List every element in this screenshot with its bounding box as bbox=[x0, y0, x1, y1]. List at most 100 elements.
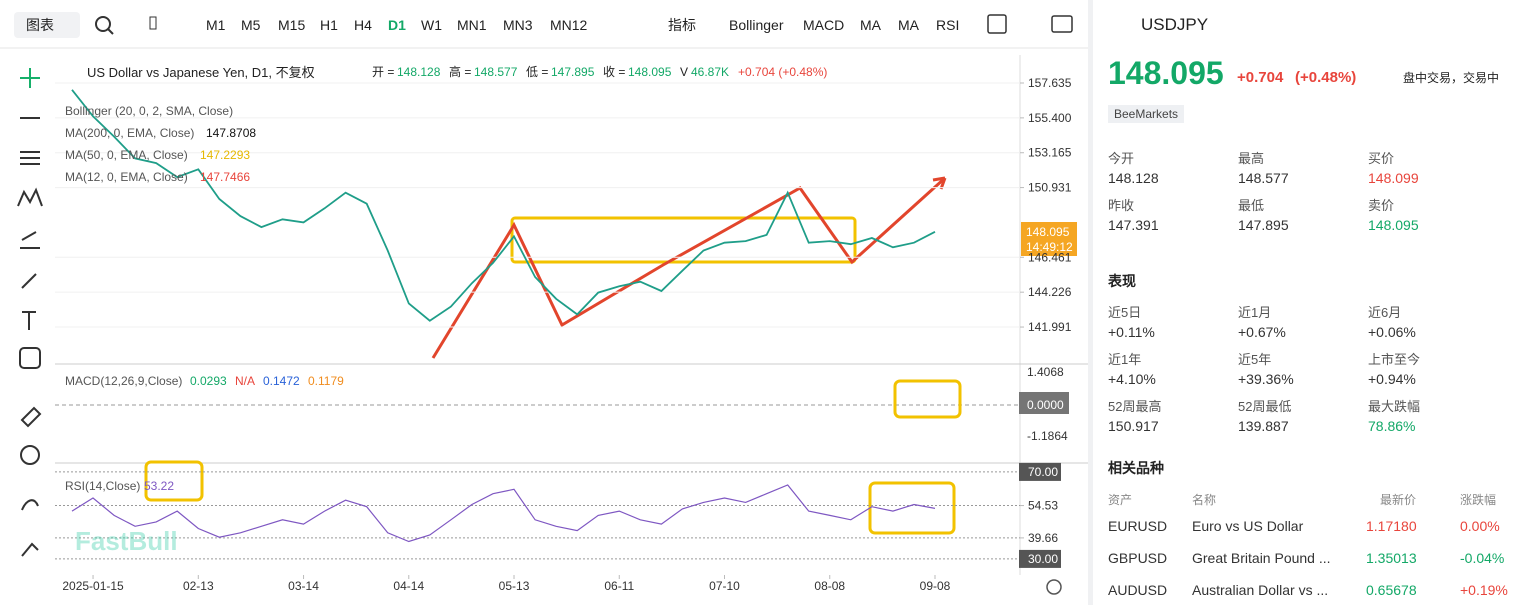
timeframe[interactable]: MN12 bbox=[550, 17, 588, 33]
panel-toggle[interactable] bbox=[1051, 15, 1073, 33]
y-tick-label: 70.00 bbox=[1028, 465, 1058, 479]
macd-tick-label: -1.1864 bbox=[1027, 429, 1068, 443]
indicator-button[interactable]: MA bbox=[860, 17, 881, 33]
table-cell[interactable]: EURUSD bbox=[1108, 518, 1168, 534]
table-cell[interactable]: Australian Dollar vs ... bbox=[1192, 582, 1329, 598]
zoom-tool[interactable] bbox=[20, 445, 40, 465]
candle-icon[interactable] bbox=[149, 16, 157, 30]
study-value: 147.8708 bbox=[206, 126, 257, 140]
study-name: MA(12, 0, EMA, Close) bbox=[65, 170, 188, 184]
y-tick-label: 155.400 bbox=[1028, 111, 1072, 125]
change-label: +0.704 (+0.48%) bbox=[738, 65, 828, 79]
chart-svg: 157.635 155.400 153.165 150.931 146.461 144.2… bbox=[0, 12, 1088, 595]
table-cell[interactable]: Great Britain Pound ... bbox=[1192, 550, 1331, 566]
highlight-box bbox=[893, 379, 962, 419]
text-tool[interactable] bbox=[22, 311, 36, 330]
table-cell[interactable]: 1.17180 bbox=[1366, 518, 1417, 534]
ohlc-value: 148.577 bbox=[474, 65, 518, 79]
erase-tool[interactable] bbox=[21, 542, 39, 557]
macd-name: MACD(12,26,9,Close) bbox=[65, 374, 183, 388]
ohlc-label: 高 = bbox=[449, 65, 472, 79]
highlight-box bbox=[868, 481, 956, 535]
table-cell[interactable]: GBPUSD bbox=[1108, 550, 1168, 566]
x-tick-label: 03-14 bbox=[288, 579, 319, 593]
indicators-menu[interactable]: 指标 bbox=[668, 17, 696, 33]
table-cell[interactable]: AUDUSD bbox=[1108, 582, 1168, 598]
broker-tag: BeeMarkets bbox=[1108, 105, 1185, 123]
crosshair-tool[interactable] bbox=[20, 68, 40, 88]
pattern-tool[interactable] bbox=[17, 187, 43, 207]
ohlc-label: 低 = bbox=[526, 65, 549, 79]
perf-label: 最大跌幅 bbox=[1368, 399, 1421, 414]
section-title: 相关品种 bbox=[1108, 460, 1164, 476]
perf-label: 近6月 bbox=[1368, 305, 1402, 320]
x-tick-label: 02-13 bbox=[183, 579, 214, 593]
table-header: 涨跌幅 bbox=[1460, 493, 1497, 507]
table-cell[interactable]: Euro vs US Dollar bbox=[1192, 518, 1304, 534]
study-value: 147.2293 bbox=[200, 148, 251, 162]
timeframe[interactable]: W1 bbox=[421, 17, 442, 33]
timeframe[interactable]: MN3 bbox=[503, 17, 533, 33]
stat-value: 148.099 bbox=[1368, 170, 1419, 186]
rsi-name: RSI(14,Close) bbox=[65, 479, 141, 493]
timeframe[interactable]: M5 bbox=[241, 17, 261, 33]
stat-label: 最低 bbox=[1238, 198, 1265, 213]
timeframe[interactable]: H1 bbox=[320, 17, 338, 33]
magnet-tool[interactable] bbox=[21, 499, 39, 511]
brush-tool[interactable] bbox=[21, 273, 37, 289]
macd-tick-label: 0.0000 bbox=[1027, 398, 1064, 412]
section-title: 表现 bbox=[1108, 273, 1136, 289]
table-header: 最新价 bbox=[1380, 493, 1417, 507]
stat-label: 买价 bbox=[1368, 151, 1395, 166]
stat-value: 147.895 bbox=[1238, 217, 1289, 233]
timeframe[interactable]: M15 bbox=[278, 17, 306, 33]
perf-value: +0.94% bbox=[1368, 371, 1416, 387]
menu-button[interactable] bbox=[14, 12, 80, 38]
stat-value: 148.095 bbox=[1368, 217, 1419, 233]
price-tag: 148.095 bbox=[1026, 225, 1070, 239]
stat-label: 昨收 bbox=[1108, 198, 1135, 213]
timeframe[interactable]: H4 bbox=[354, 17, 372, 33]
rsi-value: 53.22 bbox=[144, 479, 175, 493]
table-header: 资产 bbox=[1108, 493, 1133, 507]
table-cell[interactable]: 0.65678 bbox=[1366, 582, 1417, 598]
projection-tool[interactable] bbox=[20, 231, 40, 249]
perf-label: 近1年 bbox=[1108, 352, 1142, 367]
y-tick-label: 157.635 bbox=[1028, 76, 1072, 90]
y-tick-label: 141.991 bbox=[1028, 320, 1072, 334]
symbol-title: US Dollar vs Japanese Yen, D1, 不复权 bbox=[87, 65, 315, 80]
y-tick-label: 150.931 bbox=[1028, 181, 1072, 195]
table-cell[interactable]: 1.35013 bbox=[1366, 550, 1417, 566]
table-cell[interactable]: -0.04% bbox=[1460, 550, 1505, 566]
chart-menu[interactable]: 图表 bbox=[26, 17, 54, 33]
table-cell[interactable]: +0.19% bbox=[1460, 582, 1508, 598]
indicator-button[interactable]: RSI bbox=[936, 17, 960, 33]
wave-arrows bbox=[431, 176, 947, 359]
ohlc-value: 147.895 bbox=[551, 65, 595, 79]
macd-value: 0.0293 bbox=[190, 374, 227, 388]
y-tick-label: 39.66 bbox=[1028, 531, 1058, 545]
indicator-button[interactable]: Bollinger bbox=[729, 17, 784, 33]
y-tick-label: 146.461 bbox=[1028, 250, 1072, 264]
stat-value: 147.391 bbox=[1108, 217, 1159, 233]
settings-icon[interactable] bbox=[1046, 579, 1062, 595]
layout-icon[interactable] bbox=[987, 14, 1007, 34]
timeframe[interactable]: D1 bbox=[388, 17, 406, 33]
ruler-tool[interactable] bbox=[20, 406, 42, 428]
timeframe[interactable]: M1 bbox=[206, 17, 226, 33]
table-cell[interactable]: 0.00% bbox=[1460, 518, 1500, 534]
tick-label-bg bbox=[1019, 549, 1061, 568]
tick-label-bg bbox=[1019, 462, 1061, 481]
indicator-button[interactable]: MA bbox=[898, 17, 919, 33]
timeframe[interactable]: MN1 bbox=[457, 17, 487, 33]
search-icon[interactable] bbox=[95, 16, 111, 32]
perf-label: 近1月 bbox=[1238, 305, 1272, 320]
emoji-tool[interactable] bbox=[19, 347, 41, 369]
macd-value: 0.1179 bbox=[308, 374, 344, 388]
perf-value: +39.36% bbox=[1238, 371, 1294, 387]
channel-tool[interactable] bbox=[20, 151, 40, 165]
indicator-button[interactable]: MACD bbox=[803, 17, 845, 33]
y-tick-label: 144.226 bbox=[1028, 285, 1072, 299]
perf-label: 近5年 bbox=[1238, 352, 1272, 367]
